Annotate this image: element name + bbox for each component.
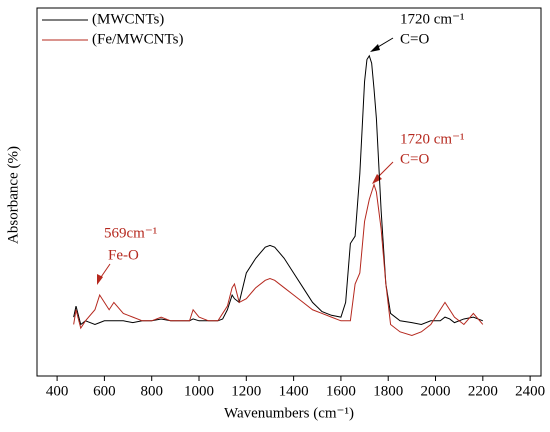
annotation: Fe-O [108, 247, 139, 263]
x-tick-label: 1400 [279, 383, 309, 399]
annotation: 569cm⁻¹ [104, 225, 157, 241]
x-axis-label: Wavenumbers (cm⁻¹) [224, 405, 354, 421]
x-tick-label: 1000 [184, 383, 214, 399]
data-line [73, 183, 484, 337]
annotation: C=O [400, 31, 429, 47]
x-tick-label: 600 [93, 383, 116, 399]
x-tick-label: 2000 [421, 383, 451, 399]
annotation: 1720 cm⁻¹ [400, 131, 465, 147]
plot-frame [36, 7, 542, 377]
x-tick-label: 2400 [515, 383, 545, 399]
annotation: 1720 cm⁻¹ [400, 11, 465, 27]
x-tick-label: 1200 [231, 383, 261, 399]
x-tick-label: 400 [46, 383, 69, 399]
y-axis-label: Absorbance (%) [5, 146, 21, 244]
legend-label: (Fe/MWCNTs) [92, 31, 183, 47]
arrow-head [372, 174, 382, 184]
annotation: C=O [400, 151, 429, 167]
x-tick-label: 800 [140, 383, 163, 399]
data-line [73, 54, 484, 326]
arrow-head [97, 274, 103, 285]
x-tick-label: 1800 [373, 383, 403, 399]
legend-label: (MWCNTs) [92, 11, 164, 27]
arrow-head [370, 44, 380, 52]
x-tick-label: 1600 [326, 383, 356, 399]
x-tick-label: 2200 [468, 383, 498, 399]
